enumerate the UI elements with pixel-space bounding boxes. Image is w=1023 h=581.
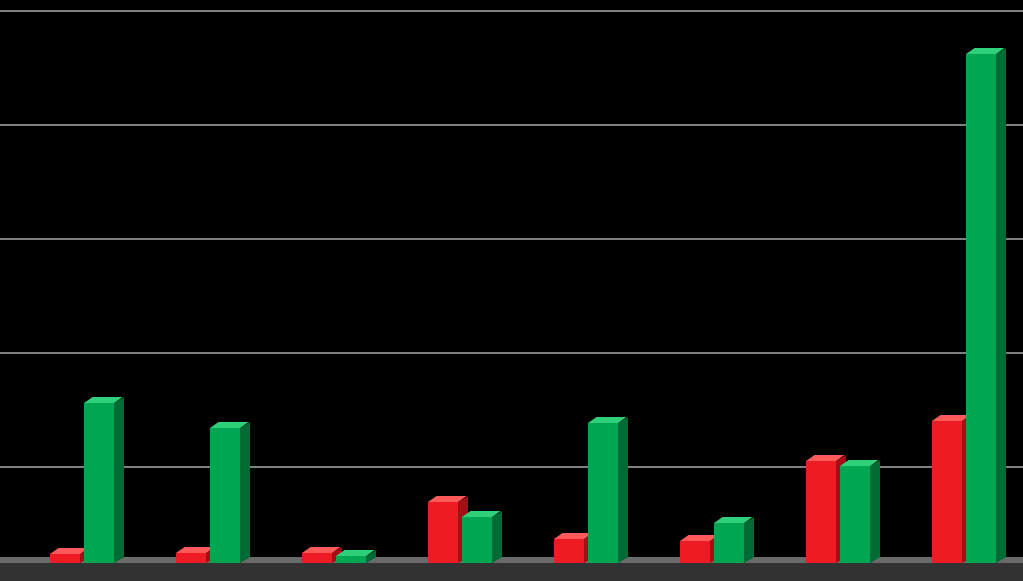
bar-green-6-front <box>840 466 870 563</box>
bar-green-4 <box>588 423 618 563</box>
bar-red-3-front <box>428 502 458 563</box>
bar-red-4 <box>554 539 584 563</box>
bar-green-5-side <box>744 517 754 563</box>
bar-red-4-front <box>554 539 584 563</box>
bar-chart-3d <box>0 0 1023 581</box>
bar-green-6-side <box>870 460 880 563</box>
bar-green-0-front <box>84 403 114 563</box>
bar-green-4-front <box>588 423 618 563</box>
bar-green-6 <box>840 466 870 563</box>
bar-green-3 <box>462 517 492 563</box>
bar-red-7-front <box>932 421 962 563</box>
bar-green-2-front <box>336 556 366 563</box>
bar-green-0 <box>84 403 114 563</box>
bar-red-2-front <box>302 553 332 563</box>
bar-green-3-front <box>462 517 492 563</box>
bar-red-7 <box>932 421 962 563</box>
bar-red-6-front <box>806 461 836 563</box>
bars-layer <box>0 10 1023 563</box>
bar-red-2 <box>302 553 332 563</box>
bar-red-0 <box>50 554 80 563</box>
bar-red-3 <box>428 502 458 563</box>
bar-green-3-side <box>492 511 502 563</box>
bar-green-7-side <box>996 48 1006 563</box>
bar-green-1 <box>210 428 240 563</box>
bar-red-5 <box>680 541 710 563</box>
bar-green-0-side <box>114 397 124 563</box>
bar-red-0-front <box>50 554 80 563</box>
bar-green-7 <box>966 54 996 563</box>
bar-red-1-front <box>176 553 206 563</box>
bar-green-7-front <box>966 54 996 563</box>
bar-green-2 <box>336 556 366 563</box>
bar-red-6 <box>806 461 836 563</box>
bar-green-5-front <box>714 523 744 563</box>
bar-green-4-side <box>618 417 628 563</box>
bar-green-5 <box>714 523 744 563</box>
floor-front <box>0 563 1023 581</box>
bar-green-1-side <box>240 422 250 563</box>
bar-green-1-front <box>210 428 240 563</box>
bar-red-1 <box>176 553 206 563</box>
bar-red-5-front <box>680 541 710 563</box>
